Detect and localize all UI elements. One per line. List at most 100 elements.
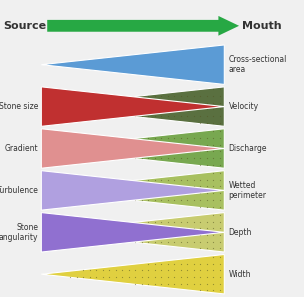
Point xyxy=(211,120,216,125)
Point xyxy=(178,268,183,273)
Point xyxy=(68,233,73,237)
Point xyxy=(139,149,144,154)
Point xyxy=(165,184,170,189)
Point xyxy=(113,275,118,279)
Point xyxy=(87,226,92,231)
Point xyxy=(113,191,118,195)
Text: Wetted
perimeter: Wetted perimeter xyxy=(229,181,267,200)
Point xyxy=(165,219,170,224)
Point xyxy=(172,198,177,202)
Point xyxy=(204,107,209,112)
Point xyxy=(204,226,209,231)
Point xyxy=(165,281,170,286)
Point xyxy=(165,239,170,244)
Point xyxy=(159,219,164,224)
Point xyxy=(100,100,105,105)
Point xyxy=(107,226,112,231)
Point xyxy=(133,198,138,202)
Point xyxy=(217,226,222,231)
Point xyxy=(191,100,196,105)
Point xyxy=(204,191,209,195)
Point xyxy=(185,268,190,273)
Point xyxy=(152,149,157,154)
Point xyxy=(217,162,222,167)
Point xyxy=(217,275,222,279)
Point xyxy=(146,275,150,279)
Point xyxy=(198,184,202,189)
Point xyxy=(107,268,112,273)
Point xyxy=(204,246,209,251)
Point xyxy=(146,135,150,140)
Point xyxy=(185,156,190,160)
Point xyxy=(217,213,222,217)
Point xyxy=(211,107,216,112)
Point xyxy=(74,107,79,112)
Point xyxy=(152,233,157,237)
Point xyxy=(146,281,150,286)
Point xyxy=(204,177,209,182)
Point xyxy=(217,246,222,251)
Point xyxy=(172,261,177,266)
Text: Depth: Depth xyxy=(229,228,252,237)
Point xyxy=(178,177,183,182)
Point xyxy=(204,114,209,119)
Point xyxy=(165,268,170,273)
Point xyxy=(100,268,105,273)
Point xyxy=(198,135,202,140)
Point xyxy=(185,94,190,98)
Point xyxy=(94,100,99,105)
Point xyxy=(178,261,183,266)
Point xyxy=(139,233,144,237)
Point xyxy=(217,261,222,266)
Point xyxy=(211,171,216,176)
Point xyxy=(172,142,177,147)
Point xyxy=(198,142,202,147)
Point xyxy=(159,177,164,182)
Point xyxy=(159,142,164,147)
Point xyxy=(81,149,86,154)
Point xyxy=(87,107,92,112)
Point xyxy=(217,239,222,244)
Point xyxy=(165,198,170,202)
Point xyxy=(146,191,150,195)
Point xyxy=(133,268,138,273)
Point xyxy=(211,204,216,209)
Point xyxy=(133,184,138,189)
Point xyxy=(204,135,209,140)
Point xyxy=(126,100,131,105)
Point xyxy=(146,233,150,237)
Point xyxy=(107,142,112,147)
Point xyxy=(178,114,183,119)
Text: Stone
angularity: Stone angularity xyxy=(0,223,38,242)
Point xyxy=(198,198,202,202)
Point xyxy=(178,281,183,286)
Point xyxy=(159,184,164,189)
Point xyxy=(100,107,105,112)
Polygon shape xyxy=(47,16,239,36)
Point xyxy=(211,100,216,105)
Point xyxy=(217,198,222,202)
Point xyxy=(185,135,190,140)
Point xyxy=(152,94,157,98)
Point xyxy=(133,281,138,286)
Point xyxy=(211,114,216,119)
Point xyxy=(191,184,196,189)
Point xyxy=(211,255,216,259)
Point xyxy=(126,226,131,231)
Point xyxy=(152,107,157,112)
Point xyxy=(217,100,222,105)
Point xyxy=(165,94,170,98)
Point xyxy=(100,233,105,237)
Point xyxy=(94,107,99,112)
Point xyxy=(159,94,164,98)
Point xyxy=(133,142,138,147)
Point xyxy=(133,156,138,160)
Point xyxy=(211,162,216,167)
Point xyxy=(133,233,138,237)
Point xyxy=(126,191,131,195)
Point xyxy=(120,275,125,279)
Point xyxy=(133,226,138,231)
Point xyxy=(146,114,150,119)
Point xyxy=(191,219,196,224)
Point xyxy=(107,184,112,189)
